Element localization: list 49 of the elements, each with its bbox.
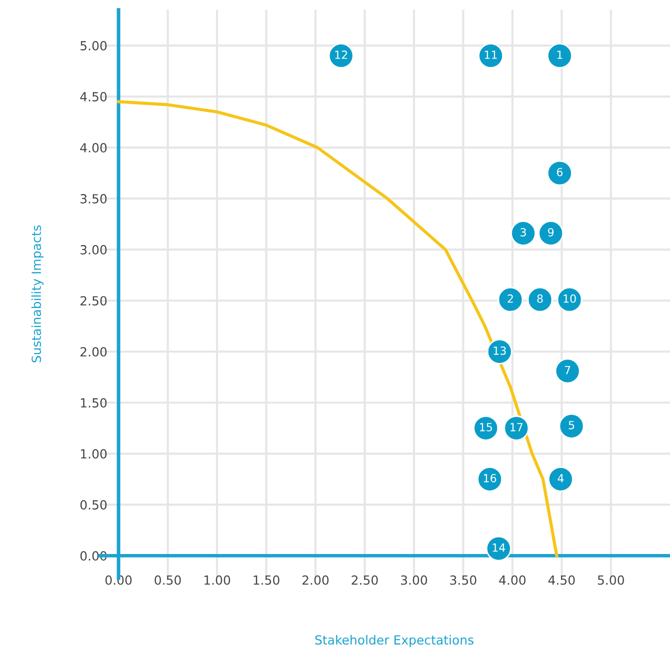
y-axis-title: Sustainability Impacts [31, 225, 44, 362]
y-tick-label: 3.50 [80, 194, 107, 204]
y-tick-label: 1.00 [80, 449, 107, 459]
annotation: 6 [556, 168, 563, 176]
point [548, 466, 574, 492]
y-tick-label: 4.50 [80, 92, 107, 102]
annotation: 14 [492, 544, 506, 552]
y-tick-label: 2.50 [80, 296, 107, 306]
annotation: 3 [520, 228, 526, 236]
x-tick-label: 2.50 [352, 575, 378, 585]
annotation: 16 [484, 474, 496, 482]
y-tick-label: 5.00 [80, 40, 107, 50]
x-tick-label: 0.50 [154, 575, 181, 585]
x-tick-label: 3.00 [401, 575, 428, 585]
annotation: 4 [558, 474, 564, 482]
y-tick-label: 0.50 [80, 500, 107, 510]
point [546, 43, 572, 68]
x-tick-label: 4.50 [548, 575, 575, 585]
x-axis-title: Stakeholder Expectations [315, 634, 474, 648]
annotation: 1 [557, 50, 562, 59]
point [538, 220, 564, 246]
y-tick-label: 1.50 [80, 398, 107, 408]
annotation: 11 [484, 50, 497, 59]
line-series [117, 100, 558, 558]
point [510, 220, 536, 246]
y-tick-label: 3.00 [80, 245, 107, 255]
point [546, 160, 572, 186]
annotation: 12 [335, 50, 348, 59]
annotation: 5 [568, 421, 574, 430]
point [527, 286, 553, 312]
annotation: 9 [548, 228, 554, 236]
annotation: 15 [480, 423, 492, 432]
point [554, 358, 580, 384]
y-tick-label: 2.00 [80, 347, 107, 357]
x-tick-label: 1.00 [204, 575, 230, 585]
annotation: 7 [564, 366, 570, 374]
y-tick-label: 4.00 [80, 143, 107, 152]
annotation: 17 [510, 423, 522, 432]
annotation: 10 [564, 294, 576, 303]
x-tick-label: 5.00 [598, 575, 624, 585]
x-tick-label: 1.50 [254, 575, 280, 585]
x-tick-label: 3.50 [450, 575, 476, 585]
point [558, 413, 584, 439]
point [498, 286, 524, 312]
annotation: 8 [537, 294, 543, 303]
x-tick-label: 2.00 [302, 575, 329, 585]
x-tick-label: 4.00 [499, 575, 526, 585]
annotation: 13 [494, 346, 506, 355]
annotation: 2 [508, 294, 513, 303]
